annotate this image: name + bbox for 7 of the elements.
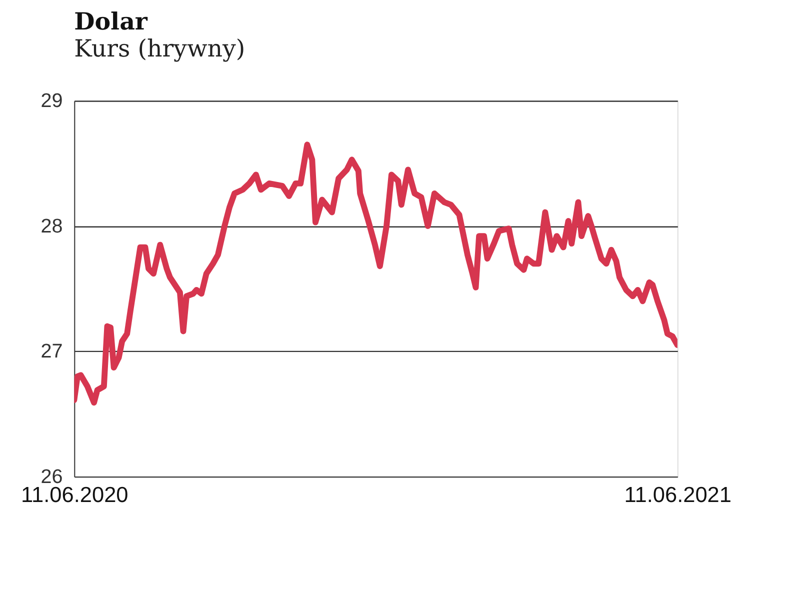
chart-title: Dolar — [74, 8, 148, 36]
y-tick-label: 29 — [40, 90, 63, 112]
chart-subtitle: Kurs (hrywny) — [74, 34, 246, 62]
y-tick-label: 27 — [40, 340, 63, 363]
x-tick-label: 11.06.2021 — [624, 482, 732, 507]
y-tick-label: 28 — [40, 215, 63, 238]
y-tick-label: 26 — [40, 466, 63, 488]
